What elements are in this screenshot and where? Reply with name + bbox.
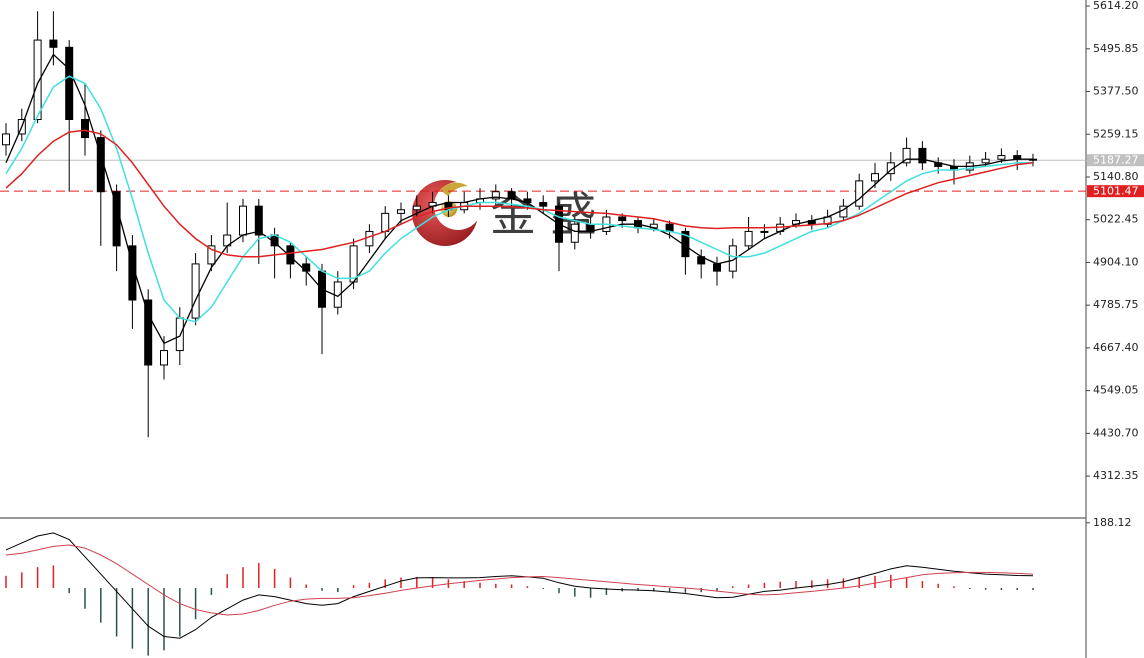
y-tick-label: 188.12 xyxy=(1093,516,1132,529)
candle-body xyxy=(381,212,390,232)
candle-body xyxy=(918,147,927,164)
y-tick-label: 4904.10 xyxy=(1093,255,1139,268)
ma-line xyxy=(5,532,1034,639)
candle-body xyxy=(365,230,374,247)
candle-body xyxy=(902,147,911,164)
candle-body xyxy=(871,173,879,182)
y-tick-label: 5022.45 xyxy=(1093,213,1139,226)
candle-body xyxy=(207,245,216,265)
candle-body xyxy=(618,216,627,222)
y-tick-label: 5377.50 xyxy=(1093,85,1139,98)
y-tick-label: 4430.70 xyxy=(1093,426,1139,439)
price-tag-label: 5101.47 xyxy=(1093,185,1139,198)
candle-body xyxy=(49,39,58,48)
candle-body xyxy=(855,180,864,207)
candle-body xyxy=(412,205,421,211)
candle-body xyxy=(665,223,674,232)
ma-line xyxy=(5,129,1034,258)
y-tick-label: 5614.20 xyxy=(1093,0,1139,12)
candle-body xyxy=(160,350,168,366)
y-tick-label: 5140.80 xyxy=(1093,170,1139,183)
ma-line xyxy=(5,544,1034,616)
candle-body xyxy=(302,263,311,272)
ma-line xyxy=(5,75,1033,323)
candle-body xyxy=(239,205,247,236)
price-tag xyxy=(1087,185,1144,198)
candle-body xyxy=(286,245,295,265)
candle-body xyxy=(570,223,579,243)
y-tick-label: 5259.15 xyxy=(1093,127,1139,140)
candle-body xyxy=(144,299,153,366)
y-tick-label: 4549.05 xyxy=(1093,384,1139,397)
candle-body xyxy=(744,230,753,247)
y-tick-label: 4785.75 xyxy=(1093,298,1139,311)
candle-body xyxy=(33,39,42,121)
candle-body xyxy=(713,263,721,272)
y-tick-label: 4312.35 xyxy=(1093,469,1139,482)
price-tag-label: 5187.27 xyxy=(1093,154,1139,167)
candle-body xyxy=(2,133,10,146)
y-tick-label: 5495.85 xyxy=(1093,42,1139,55)
candle-body xyxy=(539,202,548,207)
y-tick-label: 4667.40 xyxy=(1093,341,1139,354)
candle-body xyxy=(254,205,263,236)
ma-line xyxy=(5,53,1033,345)
candle-body xyxy=(981,158,990,164)
candle-body xyxy=(175,317,184,352)
candle-body xyxy=(397,209,405,214)
candle-body xyxy=(81,119,89,139)
watermark-logo xyxy=(412,180,482,246)
candle-body xyxy=(760,230,769,233)
candle-body xyxy=(507,191,516,200)
price-tag xyxy=(1087,154,1144,167)
candle-body xyxy=(65,46,74,121)
candle-body xyxy=(997,155,1006,160)
candle-body xyxy=(491,191,500,200)
candle-body xyxy=(191,263,200,319)
